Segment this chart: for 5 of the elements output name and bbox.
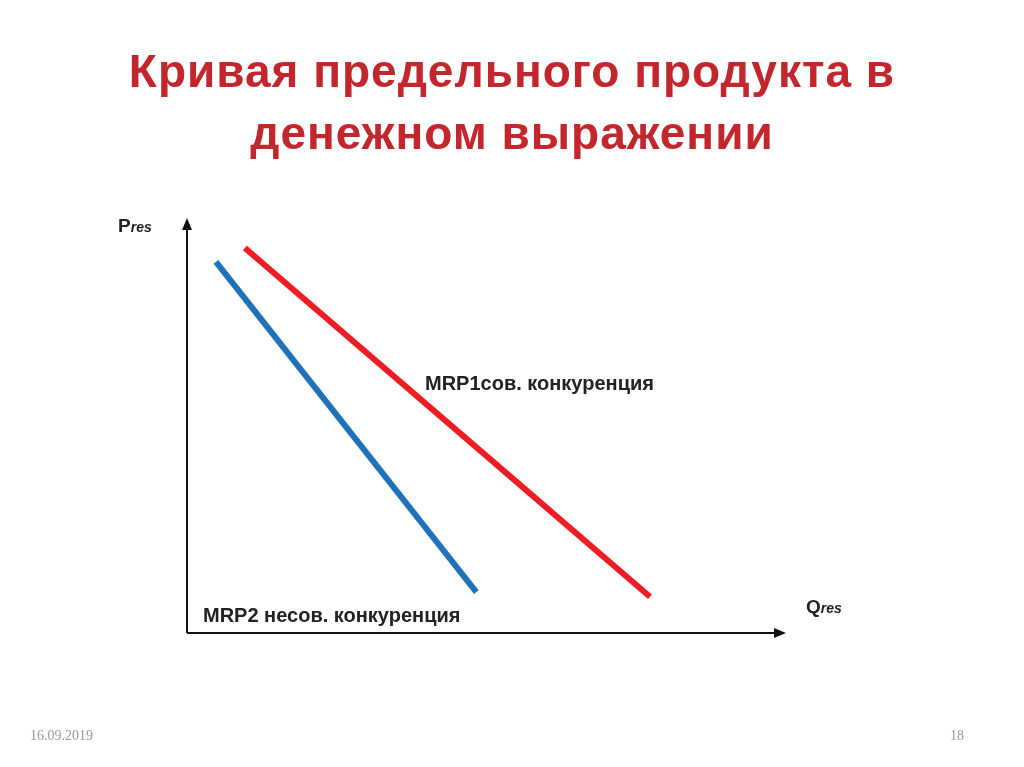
series-label: MRP1сов. конкуренция [425,372,654,394]
text: 18 [950,728,964,744]
text: 16.09.2019 [30,728,93,744]
chart-title: Кривая предельного продукта в денежном выражении [127,44,897,161]
series-label: MRP2 несов. конкуренция [203,604,461,626]
